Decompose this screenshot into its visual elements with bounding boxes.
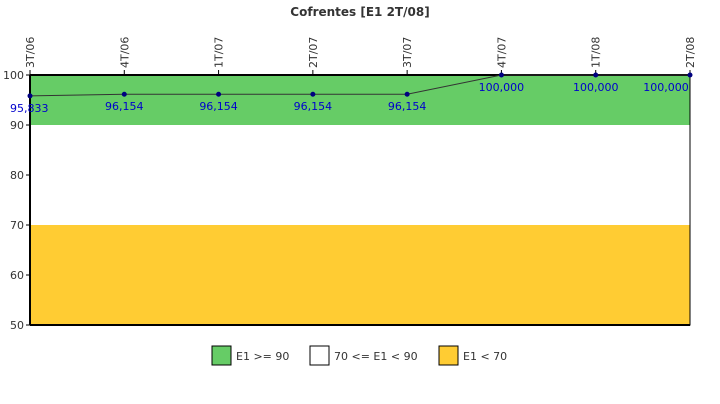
x-tick-label-6: 1T/08 [590,37,603,68]
legend-label-1: 70 <= E1 < 90 [334,350,418,363]
data-label-0: 95,833 [10,102,49,115]
data-label-4: 96,154 [388,100,427,113]
data-label-6: 100,000 [573,81,619,94]
data-point-6 [593,72,599,78]
labels-layer: 95,833 96,154 96,154 96,154 96,154 100,000 100… [10,81,689,115]
data-point-5 [498,72,504,78]
band-1 [30,125,690,225]
data-label-1: 96,154 [105,100,144,113]
x-tick-label-0: 3T/06 [24,37,37,68]
legend-label-2: E1 < 70 [463,350,507,363]
y-tick-label-90: 90 [10,119,24,132]
chart-title: Cofrentes [E1 2T/08] [290,5,429,19]
x-tick-label-3: 2T/07 [307,37,320,68]
legend-label-0: E1 >= 90 [236,350,289,363]
y-tick-label-100: 100 [3,69,24,82]
x-tick-label-1: 4T/06 [118,37,131,68]
legend-swatch-2 [438,345,459,366]
x-tick-label-5: 4T/07 [495,37,508,68]
data-label-5: 100,000 [479,81,525,94]
legend-swatch-0 [211,345,232,366]
data-point-2 [216,91,222,97]
data-point-1 [121,91,127,97]
data-label-3: 96,154 [294,100,333,113]
series-line-0 [29,74,690,97]
data-point-7 [687,72,693,78]
bands-layer [30,75,690,325]
y-tick-label-60: 60 [10,269,24,282]
legend-swatch-1 [309,345,330,366]
x-tick-label-4: 3T/07 [401,37,414,68]
band-0 [30,75,690,125]
data-label-7: 100,000 [643,81,689,94]
legend: E1 >= 90 70 <= E1 < 90 E1 < 70 [211,345,507,366]
data-point-0 [27,93,33,99]
series-layer [27,72,693,99]
y-tick-label-70: 70 [10,219,24,232]
y-tick-label-50: 50 [10,319,24,332]
data-point-3 [310,91,316,97]
data-label-2: 96,154 [199,100,238,113]
band-2 [30,225,690,325]
x-tick-label-2: 1T/07 [213,37,226,68]
y-tick-label-80: 80 [10,169,24,182]
x-tick-label-7: 2T/08 [684,37,697,68]
data-point-4 [404,91,410,97]
